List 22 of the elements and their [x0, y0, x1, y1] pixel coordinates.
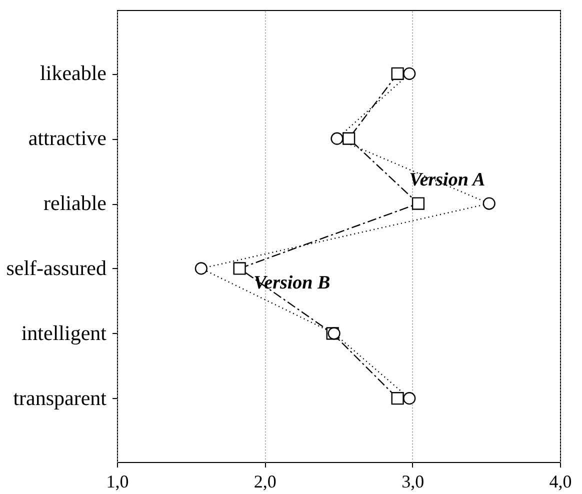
- point: [233, 262, 246, 275]
- x-tick-label: 4,0: [549, 472, 572, 492]
- point: [194, 262, 208, 275]
- point: [482, 197, 496, 210]
- x-tick-label: 1,0: [106, 472, 129, 492]
- x-tick-label: 2,0: [254, 472, 276, 492]
- series-label: Version B: [254, 272, 330, 294]
- point: [391, 392, 404, 405]
- y-tick-label: attractive: [28, 126, 106, 150]
- y-tick-label: self-assured: [6, 256, 107, 280]
- point: [342, 132, 356, 145]
- point: [391, 67, 404, 80]
- point: [403, 67, 416, 80]
- point: [330, 132, 344, 145]
- y-tick-label: transparent: [13, 386, 107, 410]
- point: [403, 392, 416, 405]
- y-tick-label: likeable: [40, 61, 106, 86]
- y-tick-label: intelligent: [21, 320, 107, 345]
- series-label: Version A: [409, 170, 486, 191]
- y-tick-label: reliable: [44, 191, 106, 216]
- point: [412, 197, 425, 210]
- x-tick-label: 3,0: [402, 472, 424, 492]
